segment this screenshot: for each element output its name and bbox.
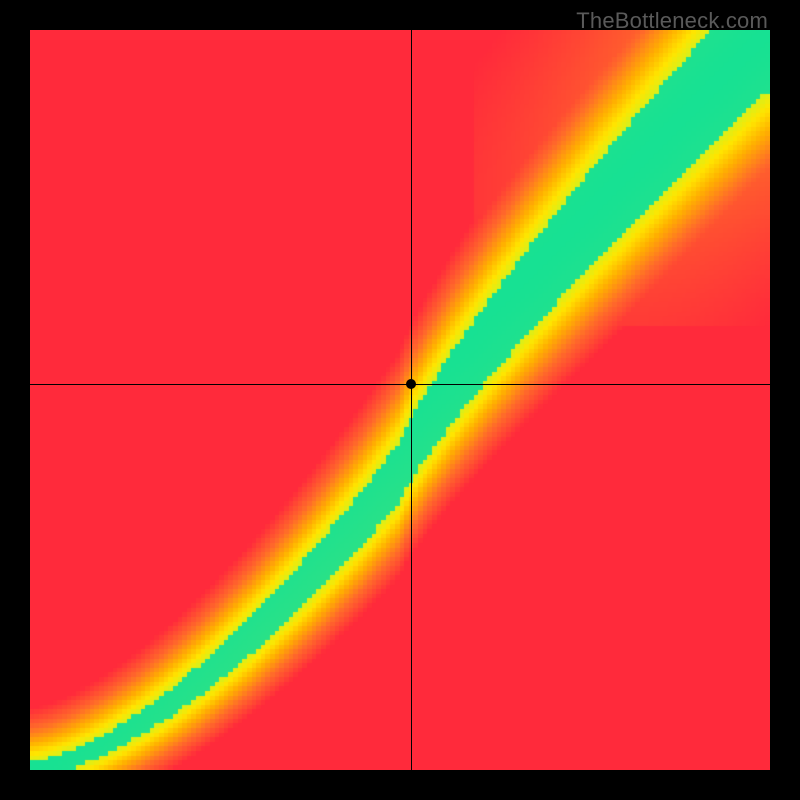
crosshair-horizontal [30, 384, 770, 385]
crosshair-marker [406, 379, 416, 389]
crosshair-vertical [411, 30, 412, 770]
heatmap-plot [30, 30, 770, 770]
chart-container: TheBottleneck.com [0, 0, 800, 800]
watermark-text: TheBottleneck.com [576, 8, 768, 34]
heatmap-canvas [30, 30, 770, 770]
